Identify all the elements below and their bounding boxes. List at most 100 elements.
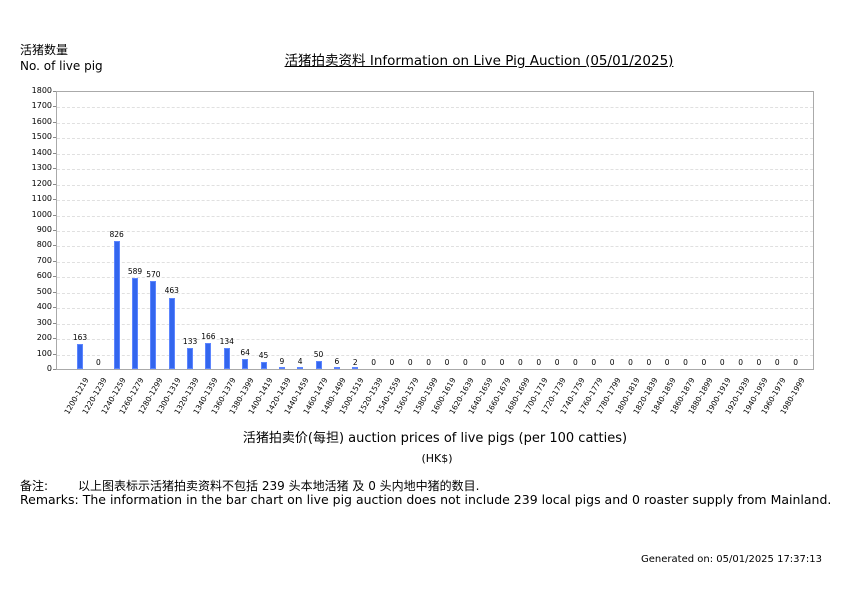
y-tick-label: 500 bbox=[36, 286, 52, 296]
bar-value-label: 0 bbox=[554, 358, 560, 367]
y-tick-mark bbox=[53, 168, 56, 170]
gridline bbox=[57, 122, 813, 124]
gridline bbox=[57, 323, 813, 325]
bar bbox=[150, 280, 157, 369]
bar bbox=[223, 348, 230, 369]
bar bbox=[205, 343, 212, 369]
bar-value-label: 0 bbox=[518, 358, 523, 367]
gridline bbox=[57, 231, 813, 232]
gridline bbox=[57, 215, 813, 217]
bar-value-label: 0 bbox=[371, 358, 376, 367]
bar-value-label: 64 bbox=[240, 348, 250, 358]
bar-value-label: 0 bbox=[407, 358, 413, 367]
bar bbox=[168, 297, 175, 369]
gridline bbox=[57, 200, 813, 202]
y-tick-label: 600 bbox=[36, 271, 52, 281]
remarks-en: Remarks: The information in the bar char… bbox=[20, 492, 832, 507]
bar bbox=[132, 278, 139, 369]
bar-value-label: 0 bbox=[756, 358, 762, 367]
remarks-cn-label: 备注: bbox=[20, 479, 49, 493]
y-axis-label-cn: 活猪数量 bbox=[20, 43, 69, 57]
gridline bbox=[57, 153, 813, 155]
bar-value-label: 0 bbox=[774, 358, 780, 367]
bar-value-label: 589 bbox=[127, 267, 143, 277]
bar-value-label: 45 bbox=[258, 351, 269, 361]
bar-value-label: 0 bbox=[481, 358, 487, 367]
y-tick-label: 700 bbox=[36, 255, 52, 265]
y-tick-mark bbox=[53, 137, 56, 139]
remarks-cn-text: 以上图表标示活猪拍卖资料不包括 239 头本地活猪 及 0 头内地中猪的数目. bbox=[78, 479, 480, 493]
y-tick-mark bbox=[53, 369, 56, 370]
y-tick-label: 400 bbox=[36, 302, 52, 312]
bar-value-label: 134 bbox=[219, 337, 234, 347]
y-tick-label: 1400 bbox=[31, 147, 52, 157]
bar-value-label: 0 bbox=[683, 358, 688, 367]
generated-timestamp: Generated on: 05/01/2025 17:37:13 bbox=[641, 554, 822, 565]
y-tick-label: 1700 bbox=[31, 101, 52, 111]
bar-value-label: 0 bbox=[462, 358, 468, 367]
y-tick-label: 1200 bbox=[31, 178, 52, 188]
bar-value-label: 0 bbox=[573, 358, 578, 367]
bar-value-label: 0 bbox=[719, 358, 725, 367]
bar-value-label: 463 bbox=[164, 286, 179, 296]
bar-value-label: 0 bbox=[664, 358, 670, 367]
plot-area: 163 0 826 589 570 463 133 166 134 64 45 9 4 50 6 2 0 0 0 0 0… bbox=[56, 91, 814, 370]
bar-value-label: 0 bbox=[646, 358, 652, 367]
gridline bbox=[57, 261, 813, 263]
bar-value-label: 570 bbox=[146, 269, 161, 279]
bar bbox=[278, 367, 285, 369]
bar-value-label: 6 bbox=[334, 357, 340, 367]
bar-value-label: 0 bbox=[444, 358, 450, 367]
bar-value-label: 0 bbox=[609, 358, 615, 367]
bar-value-label: 133 bbox=[182, 337, 198, 347]
y-tick-label: 200 bbox=[36, 333, 52, 343]
bar bbox=[242, 359, 249, 369]
y-tick-mark bbox=[53, 183, 56, 185]
y-tick-label: 900 bbox=[36, 225, 52, 234]
bar-value-label: 4 bbox=[297, 357, 303, 367]
y-tick-mark bbox=[53, 338, 56, 340]
bar-value-label: 0 bbox=[426, 358, 432, 367]
gridline bbox=[57, 277, 813, 279]
y-tick-mark bbox=[53, 230, 56, 231]
y-tick-label: 100 bbox=[36, 348, 52, 358]
gridline bbox=[57, 107, 813, 109]
bar-value-label: 0 bbox=[701, 358, 707, 367]
y-tick-label: 1500 bbox=[31, 132, 52, 142]
chart-title: 活猪拍卖资料 Information on Live Pig Auction (… bbox=[284, 53, 674, 69]
bar-value-label: 50 bbox=[313, 350, 324, 360]
bar-value-label: 0 bbox=[793, 358, 799, 367]
y-tick-mark bbox=[53, 291, 56, 293]
bar-value-label: 0 bbox=[591, 358, 597, 367]
y-tick-mark bbox=[53, 276, 56, 278]
bar bbox=[187, 348, 194, 369]
bar-value-label: 0 bbox=[536, 358, 542, 367]
gridline bbox=[57, 292, 813, 294]
bar-value-label: 0 bbox=[738, 358, 743, 367]
bar-value-label: 826 bbox=[109, 230, 124, 240]
y-tick-mark bbox=[53, 106, 56, 108]
bar bbox=[352, 367, 359, 369]
gridline bbox=[57, 138, 813, 140]
y-tick-mark bbox=[53, 245, 56, 247]
gridline bbox=[57, 339, 813, 341]
y-tick-mark bbox=[53, 199, 56, 201]
gridline bbox=[57, 169, 813, 171]
y-tick-label: 1100 bbox=[31, 194, 52, 204]
gridline bbox=[57, 184, 813, 186]
y-tick-mark bbox=[53, 214, 56, 216]
bar bbox=[333, 367, 340, 369]
remarks-cn: 备注: 以上图表标示活猪拍卖资料不包括 239 头本地活猪 及 0 头内地中猪的数… bbox=[20, 477, 479, 494]
bar bbox=[113, 241, 120, 369]
y-tick-label: 1600 bbox=[31, 116, 52, 126]
y-tick-label: 300 bbox=[36, 317, 52, 327]
y-tick-mark bbox=[53, 322, 56, 324]
y-tick-label: 1000 bbox=[31, 209, 52, 219]
bar bbox=[315, 361, 322, 369]
x-axis-unit: (HK$) bbox=[421, 452, 453, 465]
y-tick-mark bbox=[53, 260, 56, 262]
gridline bbox=[57, 246, 813, 248]
bar-value-label: 0 bbox=[95, 358, 101, 367]
y-tick-mark bbox=[53, 91, 56, 92]
bar-value-label: 2 bbox=[352, 357, 358, 367]
